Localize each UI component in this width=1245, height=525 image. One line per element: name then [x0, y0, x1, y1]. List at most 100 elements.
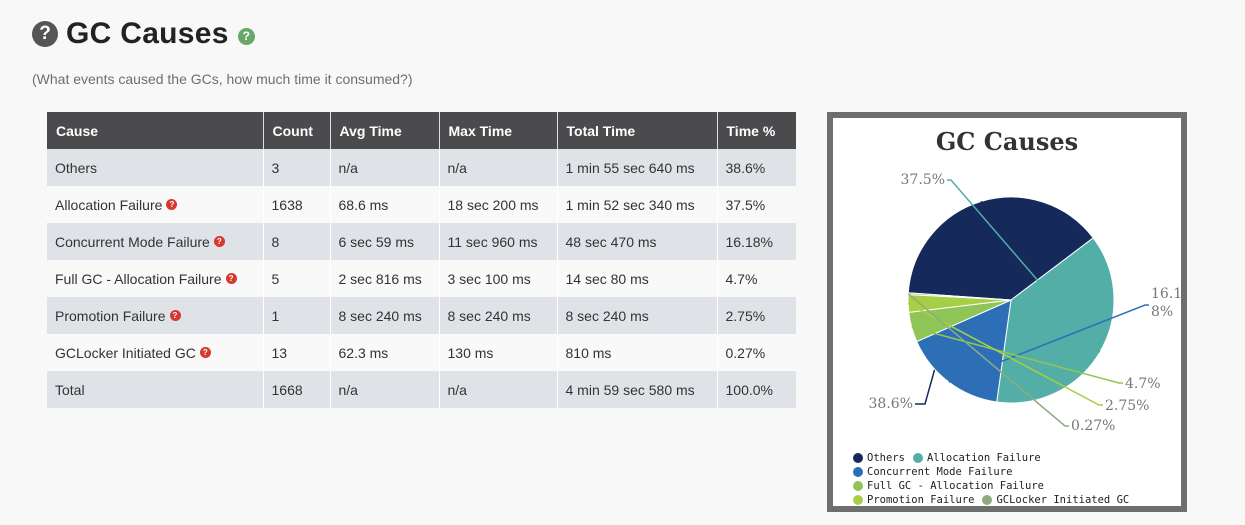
cause-cell-text: Promotion Failure	[55, 307, 166, 324]
max-time-cell-text: 8 sec 240 ms	[447, 307, 531, 324]
legend-item[interactable]: Allocation Failure	[912, 451, 1041, 465]
chart-legend: Others Allocation Failure Concurrent Mode …	[853, 451, 1137, 507]
max-time-cell-text: 3 sec 100 ms	[447, 270, 531, 287]
cause-cell: Allocation Failure?	[47, 186, 264, 223]
slice-value-label: 38.6%	[869, 396, 913, 412]
chart-title: GC Causes	[936, 127, 1078, 156]
question-circle-icon[interactable]: ?	[32, 21, 58, 47]
total-time-cell: 48 sec 470 ms	[557, 223, 718, 260]
time-pct-cell-text: 0.27%	[725, 344, 766, 361]
legend-item[interactable]: GCLocker Initiated GC	[982, 493, 1129, 507]
leader-line	[911, 326, 1123, 384]
avg-time-cell: 8 sec 240 ms	[330, 297, 440, 334]
cause-cell-text: Total	[55, 381, 85, 398]
legend-label: GCLocker Initiated GC	[996, 494, 1130, 506]
help-question-icon[interactable]: ?	[225, 273, 237, 285]
max-time-cell: 3 sec 100 ms	[439, 260, 558, 297]
legend-dot-icon	[853, 453, 863, 463]
leader-line	[907, 302, 1103, 406]
time-pct-cell: 4.7%	[717, 260, 796, 297]
avg-time-cell-text: 68.6 ms	[338, 196, 389, 213]
legend-dot-icon	[853, 467, 863, 477]
help-question-icon[interactable]: ?	[199, 347, 211, 359]
avg-time-cell: 6 sec 59 ms	[330, 223, 440, 260]
avg-time-cell: 2 sec 816 ms	[330, 260, 440, 297]
cause-cell-text: GCLocker Initiated GC	[55, 344, 196, 361]
legend-label: Concurrent Mode Failure	[867, 466, 1013, 478]
total-time-cell: 8 sec 240 ms	[557, 297, 718, 334]
help-question-icon[interactable]: ?	[169, 310, 181, 322]
pie-chart-svg: GC Causes 38.6% 37.5% 16.1 8% 4.7% 2.75% 0.27%	[869, 127, 1181, 434]
total-time-cell-text: 14 sec 80 ms	[565, 270, 649, 287]
total-time-cell: 1 min 55 sec 640 ms	[557, 149, 718, 186]
table-row: Concurrent Mode Failure? 8 6 sec 59 ms 11 s…	[47, 223, 796, 260]
cause-cell: GCLocker Initiated GC?	[47, 334, 264, 371]
avg-time-cell-text: 62.3 ms	[338, 344, 389, 361]
cause-cell: Others	[47, 149, 264, 186]
time-pct-cell: 2.75%	[717, 297, 796, 334]
count-cell-text: 3	[271, 159, 280, 176]
time-pct-cell-text: 100.0%	[725, 381, 773, 398]
count-cell-text: 8	[271, 233, 280, 250]
count-cell-text: 5	[271, 270, 280, 287]
table-row: Allocation Failure? 1638 68.6 ms 18 sec 200…	[47, 186, 796, 223]
cause-cell-text: Full GC - Allocation Failure	[55, 270, 222, 287]
info-question-icon[interactable]: ?	[237, 28, 255, 45]
count-cell: 3	[263, 149, 331, 186]
table-row: GCLocker Initiated GC? 13 62.3 ms 130 ms 810…	[47, 334, 796, 371]
legend-dot-icon	[912, 453, 923, 463]
gc-causes-table: Cause Count Avg Time Max Time Total Time…	[47, 112, 796, 408]
col-header-count[interactable]: Count	[263, 112, 331, 149]
leader-line	[907, 293, 1069, 427]
avg-time-cell-text: 6 sec 59 ms	[338, 233, 414, 250]
legend-item[interactable]: Promotion Failure	[853, 493, 974, 507]
legend-item[interactable]: Concurrent Mode Failure	[853, 465, 1012, 479]
avg-time-cell-text: 8 sec 240 ms	[338, 307, 422, 324]
max-time-cell: 11 sec 960 ms	[439, 223, 558, 260]
total-time-cell: 1 min 52 sec 340 ms	[557, 186, 718, 223]
count-cell-text: 1668	[271, 381, 303, 398]
avg-time-cell-text: 2 sec 816 ms	[338, 270, 422, 287]
cause-cell-text: Allocation Failure	[55, 196, 163, 213]
cause-cell-text: Others	[55, 159, 98, 176]
legend-label: Allocation Failure	[926, 452, 1041, 464]
page-header: ? GC Causes ?	[32, 14, 255, 54]
max-time-cell: 130 ms	[439, 334, 558, 371]
max-time-cell-text: 18 sec 200 ms	[447, 196, 539, 213]
legend-item[interactable]: Full GC - Allocation Failure	[853, 479, 1044, 493]
col-header-time-pct[interactable]: Time %	[717, 112, 796, 149]
count-cell-text: 13	[271, 344, 288, 361]
leader-line	[915, 201, 983, 405]
page-title: GC Causes	[66, 17, 229, 50]
col-header-cause[interactable]: Cause	[47, 112, 264, 149]
table-row: Total 1668 n/a n/a 4 min 59 sec 580 ms 100.0%	[47, 371, 796, 408]
legend-label: Promotion Failure	[867, 494, 975, 506]
cause-cell: Promotion Failure?	[47, 297, 264, 334]
total-time-cell-text: 1 min 55 sec 640 ms	[565, 159, 695, 176]
table-row: Full GC - Allocation Failure? 5 2 sec 816 …	[47, 260, 796, 297]
cause-cell: Full GC - Allocation Failure?	[47, 260, 264, 297]
total-time-cell-text: 8 sec 240 ms	[565, 307, 649, 324]
avg-time-cell: 68.6 ms	[330, 186, 440, 223]
help-question-icon[interactable]: ?	[213, 236, 225, 248]
help-question-icon[interactable]: ?	[166, 199, 178, 211]
col-header-max-time[interactable]: Max Time	[439, 112, 558, 149]
total-time-cell-text: 4 min 59 sec 580 ms	[565, 381, 695, 398]
legend-label: Full GC - Allocation Failure	[867, 480, 1045, 492]
legend-dot-icon	[853, 495, 863, 505]
legend-row: Full GC - Allocation Failure	[853, 479, 1137, 493]
legend-item[interactable]: Others	[853, 451, 905, 465]
max-time-cell: 8 sec 240 ms	[439, 297, 558, 334]
col-header-total-time[interactable]: Total Time	[557, 112, 718, 149]
total-time-cell-text: 48 sec 470 ms	[565, 233, 657, 250]
count-cell-text: 1	[271, 307, 280, 324]
col-header-avg-time[interactable]: Avg Time	[330, 112, 440, 149]
time-pct-cell-text: 38.6%	[725, 159, 766, 176]
table-row: Promotion Failure? 1 8 sec 240 ms 8 sec 240…	[47, 297, 796, 334]
total-time-cell: 810 ms	[557, 334, 718, 371]
legend-row: Concurrent Mode Failure	[853, 465, 1137, 479]
time-pct-cell: 0.27%	[717, 334, 796, 371]
count-cell: 13	[263, 334, 331, 371]
time-pct-cell: 38.6%	[717, 149, 796, 186]
leader-line	[947, 179, 1101, 353]
